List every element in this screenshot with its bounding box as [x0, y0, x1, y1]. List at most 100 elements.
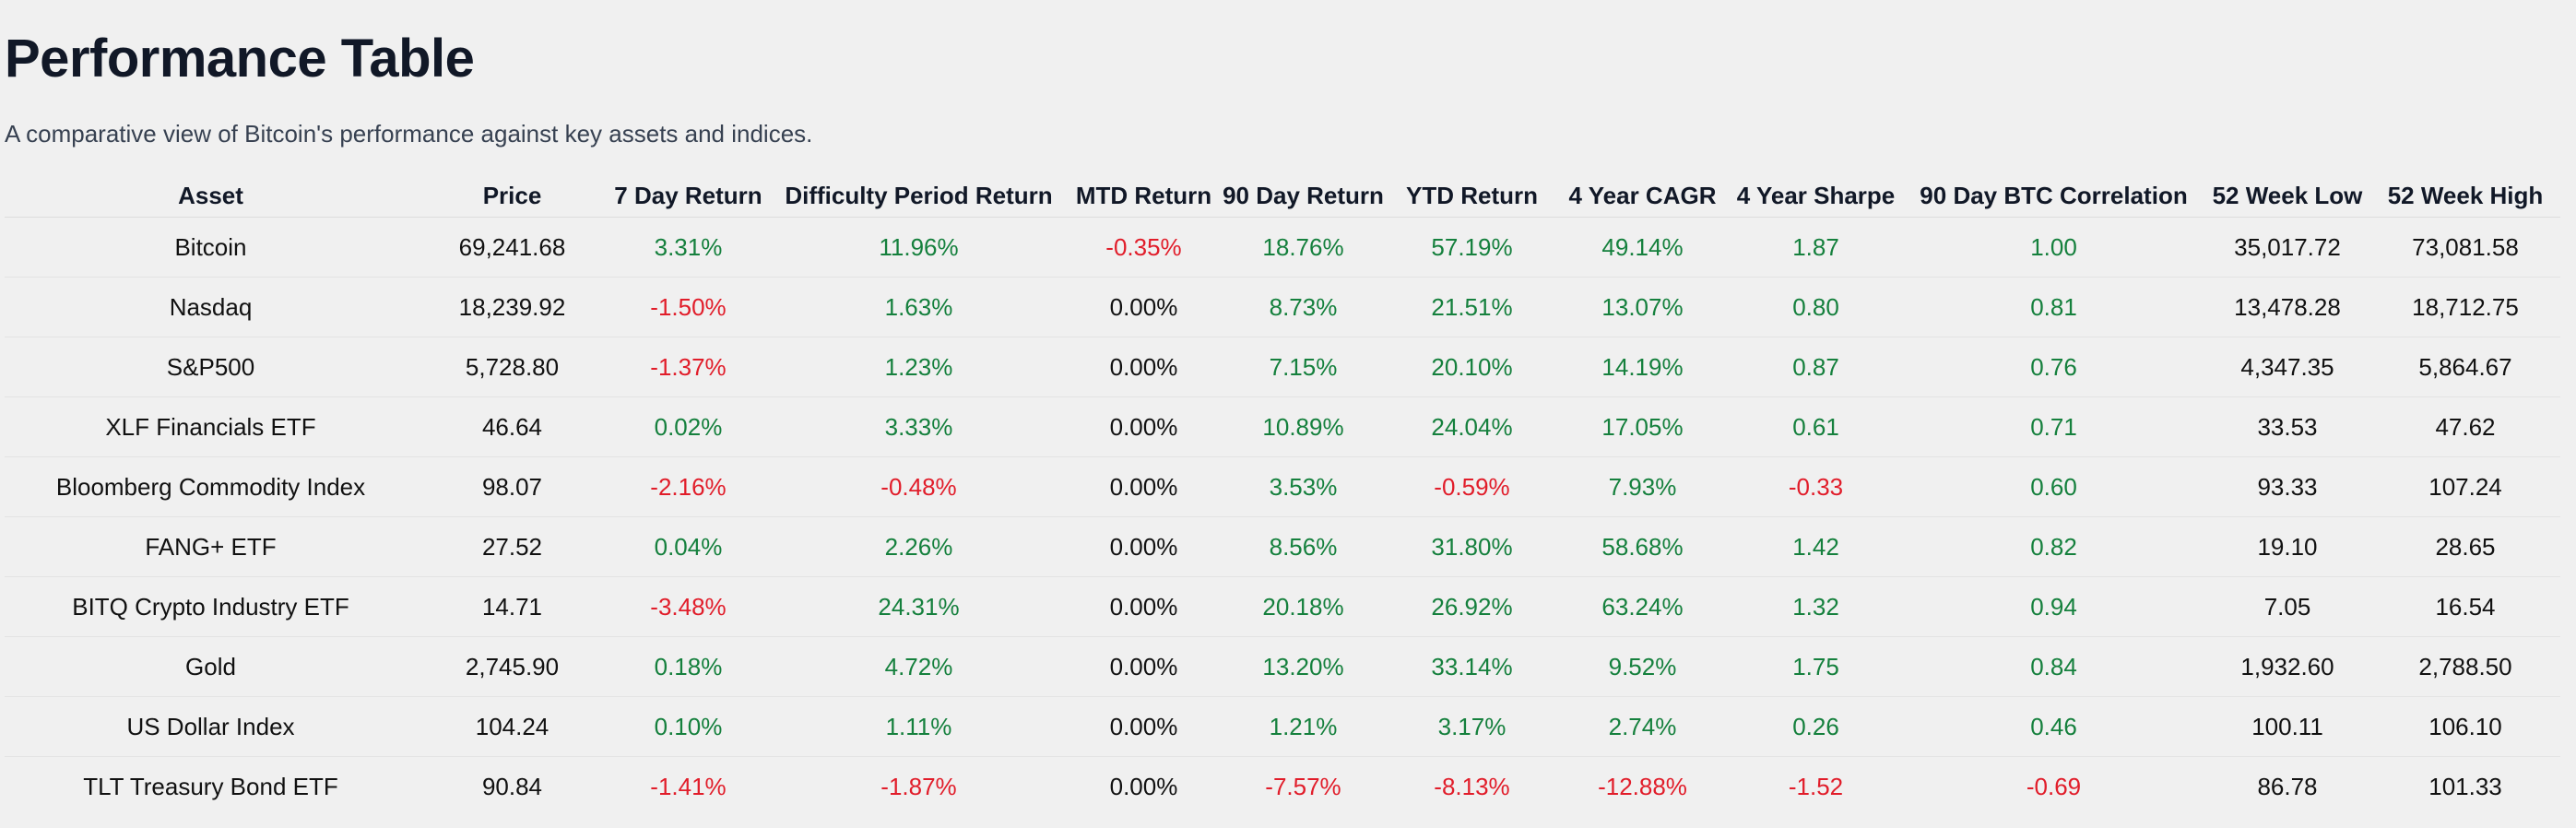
cell-4-year-sharpe: 1.75	[1729, 636, 1903, 697]
asset-name-cell: S&P500	[5, 337, 417, 397]
cell-52-week-low: 100.11	[2204, 696, 2370, 757]
cell-price: 5,728.80	[417, 337, 608, 397]
cell-price: 90.84	[481, 772, 543, 800]
cell-7-day-return: -3.48%	[608, 576, 769, 637]
cell-7-day-return: 0.10%	[608, 696, 769, 757]
column-header-ytd-return: YTD Return	[1388, 175, 1556, 218]
cell-mtd-return: 0.00%	[1069, 576, 1219, 637]
table-row: Bitcoin 69,241.68 3.31% 11.96% -0.35% 18.76% 5…	[5, 217, 2560, 278]
column-header-90-day-btc-correlation: 90 Day BTC Correlation	[1903, 175, 2204, 218]
column-header-52-week-high: 52 Week High	[2370, 175, 2560, 218]
table-row: Bloomberg Commodity Index 98.07 -2.16% -0.4…	[5, 456, 2560, 517]
cell-ytd-return: -8.13%	[1434, 772, 1510, 800]
asset-name-cell: US Dollar Index	[5, 696, 417, 757]
cell-difficulty-period-return: 1.23%	[769, 337, 1069, 397]
cell-4-year-cagr: 49.14%	[1556, 217, 1729, 278]
cell-mtd-return: 0.00%	[1069, 456, 1219, 517]
cell-52-week-high: 106.10	[2370, 696, 2560, 757]
cell-4-year-cagr: 13.07%	[1556, 277, 1729, 337]
cell-difficulty-period-return: 24.31%	[769, 576, 1069, 637]
cell-7-day-return: -1.50%	[608, 277, 769, 337]
cell-ytd-return: 57.19%	[1388, 217, 1556, 278]
table-header-row: Asset Price 7 Day Return Difficulty Period …	[5, 175, 2560, 218]
cell-4-year-sharpe: 0.61	[1729, 396, 1903, 457]
table-row: FANG+ ETF 27.52 0.04% 2.26% 0.00% 8.56% 31.80%…	[5, 516, 2560, 577]
cell-4-year-sharpe: -1.52	[1788, 772, 1844, 800]
cell-90-day-btc-correlation: 0.84	[1903, 636, 2204, 697]
cell-mtd-return: 0.00%	[1109, 772, 1178, 800]
column-header-asset: Asset	[5, 175, 417, 218]
table-row: TLT Treasury Bond ETF 90.84 -1.41% -1.87% 0.…	[5, 757, 2560, 817]
table-row: XLF Financials ETF 46.64 0.02% 3.33% 0.00% 10…	[5, 396, 2560, 457]
cell-4-year-cagr: 14.19%	[1556, 337, 1729, 397]
cell-52-week-low: 7.05	[2204, 576, 2370, 637]
cell-difficulty-period-return: 3.33%	[769, 396, 1069, 457]
cell-mtd-return: 0.00%	[1069, 636, 1219, 697]
cell-7-day-return: 0.18%	[608, 636, 769, 697]
performance-table: Asset Price 7 Day Return Difficulty Period …	[5, 175, 2560, 816]
cell-7-day-return: -2.16%	[608, 456, 769, 517]
cell-ytd-return: 24.04%	[1388, 396, 1556, 457]
cell-price: 14.71	[417, 576, 608, 637]
cell-7-day-return: 3.31%	[608, 217, 769, 278]
cell-price: 46.64	[417, 396, 608, 457]
table-row: US Dollar Index 104.24 0.10% 1.11% 0.00% 1.21…	[5, 696, 2560, 757]
cell-mtd-return: 0.00%	[1069, 337, 1219, 397]
asset-name-cell: XLF Financials ETF	[5, 396, 417, 457]
cell-90-day-btc-correlation: 0.60	[1903, 456, 2204, 517]
table-body: Bitcoin 69,241.68 3.31% 11.96% -0.35% 18.76% 5…	[5, 217, 2560, 817]
cell-ytd-return: 21.51%	[1388, 277, 1556, 337]
cell-difficulty-period-return: -0.48%	[769, 456, 1069, 517]
cell-4-year-sharpe: 1.42	[1729, 516, 1903, 577]
cell-90-day-btc-correlation: 0.76	[1903, 337, 2204, 397]
cell-mtd-return: -0.35%	[1069, 217, 1219, 278]
cell-52-week-high: 16.54	[2370, 576, 2560, 637]
cell-4-year-cagr: 7.93%	[1556, 456, 1729, 517]
cell-90-day-return: 8.56%	[1219, 516, 1388, 577]
table-row: S&P500 5,728.80 -1.37% 1.23% 0.00% 7.15% 20.10…	[5, 337, 2560, 397]
cell-4-year-cagr: 2.74%	[1556, 696, 1729, 757]
cell-7-day-return: -1.41%	[650, 772, 727, 800]
cell-4-year-sharpe: 0.87	[1729, 337, 1903, 397]
asset-name-cell: Bloomberg Commodity Index	[5, 456, 417, 517]
cell-4-year-sharpe: 0.80	[1729, 277, 1903, 337]
column-header-price: Price	[417, 175, 608, 218]
cell-ytd-return: 31.80%	[1388, 516, 1556, 577]
asset-name-cell: Nasdaq	[5, 277, 417, 337]
cell-52-week-high: 107.24	[2370, 456, 2560, 517]
cell-52-week-low: 93.33	[2204, 456, 2370, 517]
cell-52-week-high: 2,788.50	[2370, 636, 2560, 697]
cell-4-year-cagr: -12.88%	[1598, 772, 1687, 800]
cell-52-week-high: 5,864.67	[2370, 337, 2560, 397]
column-header-difficulty-period-return: Difficulty Period Return	[769, 175, 1069, 218]
cell-price: 104.24	[417, 696, 608, 757]
cell-4-year-sharpe: 1.87	[1729, 217, 1903, 278]
cell-price: 69,241.68	[417, 217, 608, 278]
cell-90-day-return: 18.76%	[1219, 217, 1388, 278]
cell-difficulty-period-return: 1.11%	[769, 696, 1069, 757]
cell-52-week-low: 1,932.60	[2204, 636, 2370, 697]
cell-52-week-high: 28.65	[2370, 516, 2560, 577]
page-subtitle: A comparative view of Bitcoin's performa…	[5, 120, 813, 148]
cell-price: 27.52	[417, 516, 608, 577]
cell-4-year-sharpe: -0.33	[1729, 456, 1903, 517]
cell-7-day-return: 0.02%	[608, 396, 769, 457]
column-header-90-day-return: 90 Day Return	[1219, 175, 1388, 218]
cell-ytd-return: 33.14%	[1388, 636, 1556, 697]
cell-52-week-low: 13,478.28	[2204, 277, 2370, 337]
cell-4-year-sharpe: 1.32	[1729, 576, 1903, 637]
cell-52-week-high: 101.33	[2428, 772, 2502, 800]
cell-4-year-cagr: 58.68%	[1556, 516, 1729, 577]
cell-4-year-cagr: 63.24%	[1556, 576, 1729, 637]
cell-7-day-return: 0.04%	[608, 516, 769, 577]
cell-90-day-return: 3.53%	[1219, 456, 1388, 517]
asset-name-cell: TLT Treasury Bond ETF	[83, 772, 338, 800]
cell-mtd-return: 0.00%	[1069, 516, 1219, 577]
cell-90-day-btc-correlation: 0.81	[1903, 277, 2204, 337]
cell-52-week-high: 18,712.75	[2370, 277, 2560, 337]
table-row: Gold 2,745.90 0.18% 4.72% 0.00% 13.20% 33.14% 9…	[5, 636, 2560, 697]
cell-90-day-return: -7.57%	[1265, 772, 1341, 800]
cell-90-day-btc-correlation: 0.46	[1903, 696, 2204, 757]
cell-52-week-high: 73,081.58	[2370, 217, 2560, 278]
cell-4-year-sharpe: 0.26	[1729, 696, 1903, 757]
